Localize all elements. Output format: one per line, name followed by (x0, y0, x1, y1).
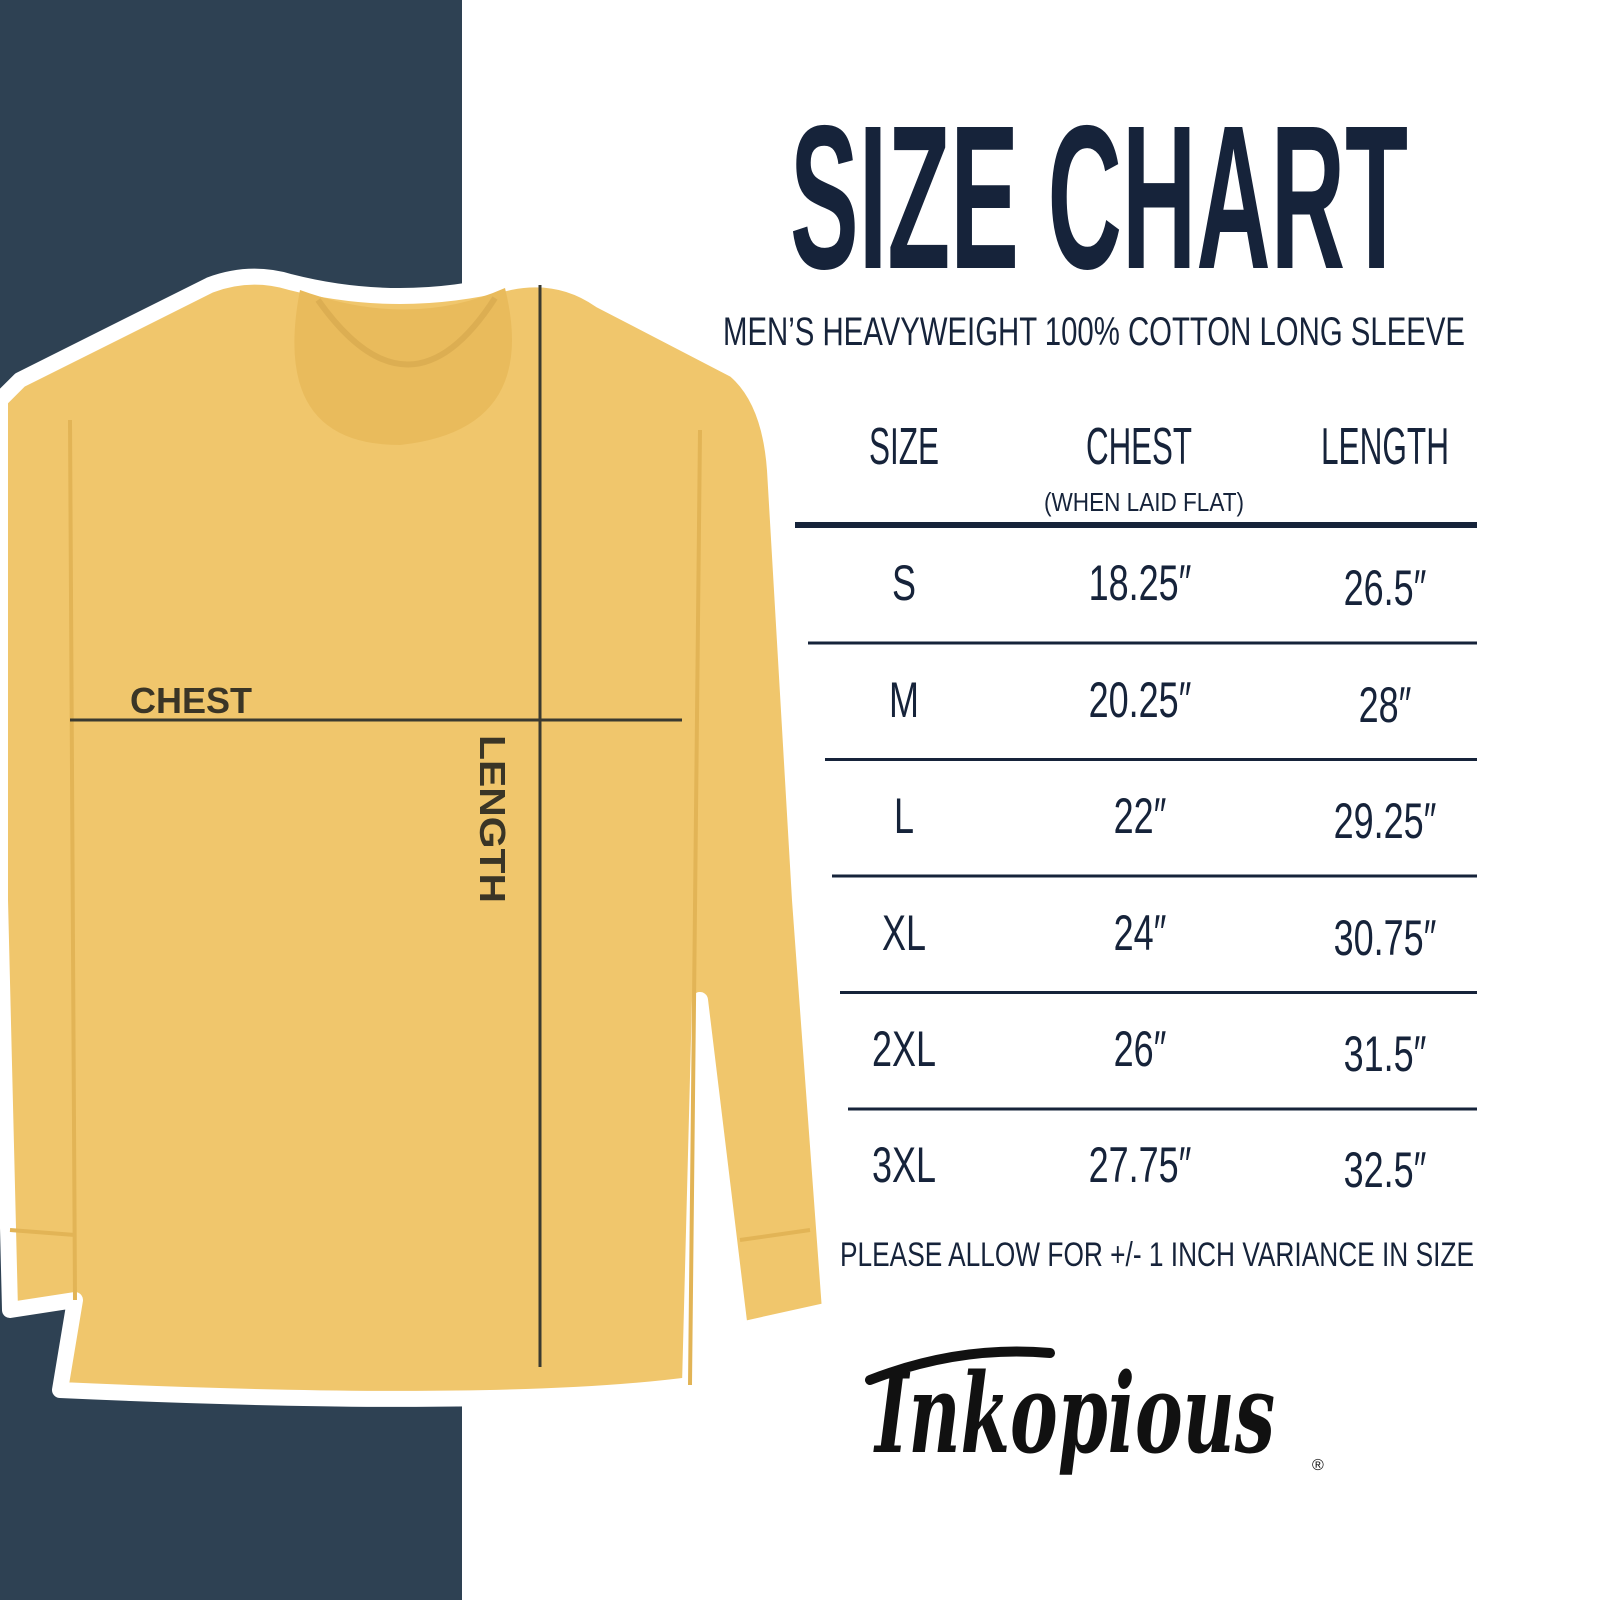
cell-size: M (889, 673, 919, 728)
size-table: S 18.25″ 26.5″ M 20.25″ 28″ L 22″ 29.25″ XL 24″ 30.… (808, 556, 1477, 1198)
header-chest: CHEST (1086, 418, 1192, 476)
cell-chest: 26″ (1114, 1022, 1167, 1077)
header-length: LENGTH (1321, 418, 1449, 476)
table-row: S 18.25″ 26.5″ (808, 556, 1477, 645)
length-label: LENGTH (472, 735, 513, 903)
cell-size: 2XL (872, 1022, 936, 1077)
cell-chest: 22″ (1114, 789, 1167, 844)
chest-label: CHEST (130, 680, 252, 721)
registered-mark: ® (1312, 1457, 1324, 1474)
header-chest-note: (WHEN LAID FLAT) (1044, 487, 1244, 517)
cell-chest: 24″ (1114, 906, 1167, 961)
table-row: 2XL 26″ 31.5″ (848, 1022, 1477, 1111)
shirt-image: CHEST LENGTH (0, 268, 838, 1407)
table-row: XL 24″ 30.75″ (840, 906, 1477, 994)
brand-logo: Inkopious ® (865, 1346, 1324, 1478)
cell-length: 29.25″ (1334, 794, 1437, 849)
cell-length: 30.75″ (1334, 911, 1437, 966)
cell-chest: 27.75″ (1089, 1138, 1192, 1193)
subtitle: MEN’S HEAVYWEIGHT 100% COTTON LONG SLEEV… (723, 310, 1465, 354)
cell-length: 28″ (1359, 678, 1412, 733)
cell-size: S (892, 556, 916, 611)
brand-wordmark: Inkopious (873, 1349, 1275, 1478)
table-row: 3XL 27.75″ 32.5″ (872, 1138, 1426, 1198)
cell-size: XL (882, 906, 926, 961)
table-row: L 22″ 29.25″ (832, 789, 1477, 878)
cell-chest: 20.25″ (1089, 673, 1192, 728)
cell-size: 3XL (872, 1138, 936, 1193)
header-size: SIZE (869, 418, 939, 476)
table-row: M 20.25″ 28″ (825, 673, 1477, 761)
variance-note: PLEASE ALLOW FOR +/- 1 INCH VARIANCE IN … (840, 1236, 1474, 1274)
cell-length: 26.5″ (1344, 561, 1427, 616)
cell-size: L (894, 789, 914, 844)
cell-length: 31.5″ (1344, 1027, 1427, 1082)
page-title: SIZE CHART (790, 83, 1408, 312)
cell-length: 32.5″ (1344, 1143, 1427, 1198)
cell-chest: 18.25″ (1089, 556, 1192, 611)
